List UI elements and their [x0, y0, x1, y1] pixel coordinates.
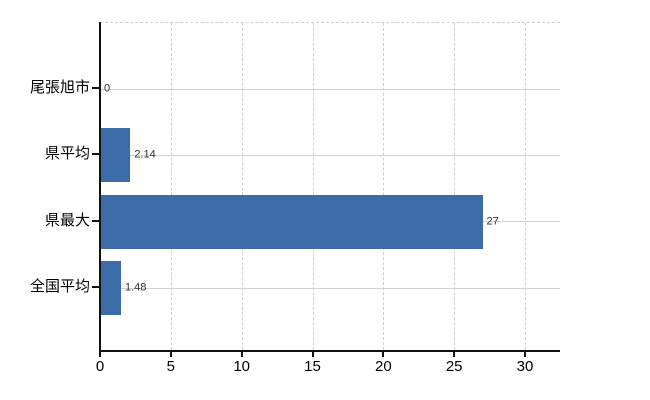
x-tick-label: 10 [233, 358, 250, 375]
bar-全国平均 [100, 261, 121, 316]
x-tick-label: 5 [166, 358, 175, 375]
y-axis-tick [92, 153, 100, 156]
bar-value-label: 27 [486, 215, 499, 228]
category-label: 県平均 [44, 145, 90, 163]
gridline-horizontal [100, 154, 560, 156]
x-axis-tick [99, 351, 101, 357]
gridline-vertical [170, 23, 172, 350]
x-axis-tick [240, 351, 243, 357]
bar-value-label: 1.48 [124, 281, 147, 294]
x-axis-tick [524, 351, 526, 357]
y-axis-tick [92, 219, 100, 222]
x-axis-tick [169, 351, 172, 357]
x-tick-label: 15 [304, 358, 321, 375]
y-axis-tick [92, 87, 100, 89]
bar-県平均 [100, 128, 131, 183]
gridline-vertical [454, 23, 456, 350]
gridline-vertical [312, 23, 314, 350]
x-axis-tick [382, 351, 385, 357]
bar-value-label: 0 [104, 82, 111, 95]
plot-area: 0 2.14 27 1.48 [100, 22, 560, 350]
y-axis-tick [92, 286, 100, 289]
bar-value-label: 2.14 [134, 148, 156, 161]
category-label: 尾張旭市 [29, 78, 90, 96]
x-axis-line [99, 350, 560, 352]
category-label: 全国平均 [29, 277, 90, 295]
x-tick-label: 20 [374, 358, 392, 375]
gridline-horizontal [100, 88, 560, 90]
bar-県最大 [100, 194, 483, 249]
gridline-vertical [241, 23, 243, 350]
x-axis-tick [311, 351, 314, 357]
y-axis-line [99, 22, 101, 351]
x-tick-label: 25 [445, 358, 463, 375]
gridline-vertical [383, 23, 385, 350]
gridline-vertical [525, 23, 526, 350]
x-tick-label: 30 [516, 358, 534, 375]
x-axis-tick [453, 351, 456, 357]
gridline-horizontal [100, 287, 560, 289]
category-label: 県最大 [44, 211, 90, 229]
x-tick-label: 0 [95, 358, 105, 375]
